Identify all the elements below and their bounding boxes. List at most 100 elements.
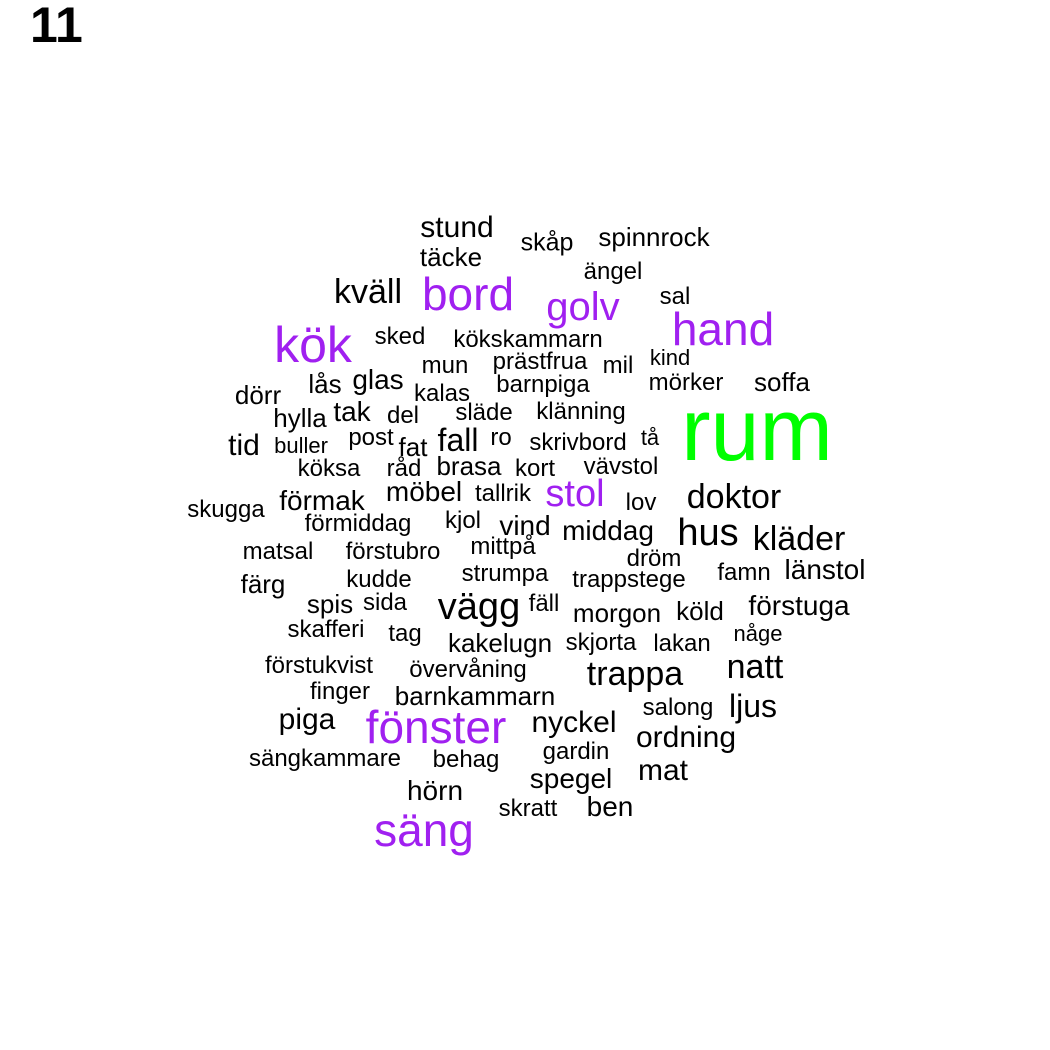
word-tak: tak bbox=[333, 396, 371, 427]
word-kokskammarn: kökskammarn bbox=[453, 326, 603, 353]
word-farg: färg bbox=[240, 569, 286, 599]
word-klanning: klänning bbox=[536, 398, 626, 425]
word-skrivbord: skrivbord bbox=[529, 429, 627, 456]
word-dorr: dörr bbox=[234, 380, 282, 410]
word-ordning: ordning bbox=[635, 721, 737, 754]
word-sal: sal bbox=[659, 283, 691, 310]
word-vagg: vägg bbox=[437, 586, 521, 628]
word-vind: vind bbox=[499, 510, 551, 541]
word-buller: buller bbox=[274, 433, 328, 458]
word-salong: salong bbox=[642, 694, 714, 721]
word-forstuga: förstuga bbox=[748, 590, 850, 621]
word-ta: tå bbox=[640, 425, 660, 450]
word-bord: bord bbox=[421, 268, 515, 320]
word-strumpa: strumpa bbox=[461, 560, 549, 587]
word-matsal: matsal bbox=[242, 538, 314, 565]
word-post: post bbox=[348, 424, 394, 451]
word-piga: piga bbox=[278, 703, 336, 736]
word-skjorta: skjorta bbox=[565, 629, 637, 656]
word-mat: mat bbox=[637, 754, 689, 787]
word-skugga: skugga bbox=[187, 496, 265, 523]
word-mil: mil bbox=[602, 352, 634, 379]
word-mobel: möbel bbox=[385, 476, 463, 507]
word-hus: hus bbox=[677, 512, 739, 554]
word-trappa: trappa bbox=[586, 655, 684, 693]
word-finger: finger bbox=[309, 678, 371, 705]
word-formiddag: förmiddag bbox=[304, 510, 412, 537]
word-stund: stund bbox=[420, 211, 494, 244]
word-prastfrua: prästfrua bbox=[492, 348, 588, 375]
word-lanstol: länstol bbox=[784, 554, 866, 585]
word-kok: kök bbox=[274, 317, 352, 373]
word-horn: hörn bbox=[406, 775, 464, 806]
word-del: del bbox=[386, 402, 420, 429]
word-forstubro: förstubro bbox=[345, 538, 441, 565]
word-hylla: hylla bbox=[273, 403, 327, 433]
word-stol: stol bbox=[545, 473, 605, 515]
word-angel: ängel bbox=[583, 258, 643, 285]
word-slade: släde bbox=[455, 399, 513, 426]
word-spinnrock: spinnrock bbox=[598, 222, 710, 252]
word-lakan: lakan bbox=[653, 630, 711, 657]
word-las: lås bbox=[308, 369, 342, 399]
word-kakelugn: kakelugn bbox=[447, 628, 553, 658]
word-ro: ro bbox=[490, 424, 512, 451]
word-fat: fat bbox=[398, 432, 428, 462]
word-doktor: doktor bbox=[686, 478, 782, 516]
word-soffa: soffa bbox=[754, 367, 810, 397]
word-spis: spis bbox=[306, 589, 354, 619]
word-behag: behag bbox=[432, 746, 500, 773]
word-sked: sked bbox=[374, 323, 426, 350]
word-koksa: köksa bbox=[297, 455, 361, 482]
word-middag: middag bbox=[562, 515, 654, 546]
word-vavstol: vävstol bbox=[583, 453, 659, 480]
word-drom: dröm bbox=[626, 545, 682, 572]
word-trappstege: trappstege bbox=[572, 566, 686, 593]
word-sida: sida bbox=[362, 589, 408, 616]
word-spegel: spegel bbox=[529, 763, 613, 794]
word-gardin: gardin bbox=[542, 738, 610, 765]
word-tacke: täcke bbox=[419, 242, 483, 272]
word-sang: säng bbox=[374, 804, 474, 856]
word-forstukvist: förstukvist bbox=[264, 652, 374, 679]
word-sangkammare: sängkammare bbox=[248, 745, 402, 772]
word-skafferi: skafferi bbox=[287, 616, 365, 643]
word-ben: ben bbox=[586, 791, 634, 822]
word-brasa: brasa bbox=[436, 451, 502, 481]
word-rad: råd bbox=[386, 455, 422, 482]
word-golv: golv bbox=[546, 285, 620, 329]
word-natt: natt bbox=[726, 648, 784, 686]
word-barnkammarn: barnkammarn bbox=[394, 681, 556, 711]
word-formak: förmak bbox=[279, 485, 365, 516]
word-kind: kind bbox=[649, 345, 691, 370]
word-barnpiga: barnpiga bbox=[496, 371, 590, 398]
word-famn: famn bbox=[717, 559, 771, 586]
word-tallrik: tallrik bbox=[474, 480, 532, 507]
word-tid: tid bbox=[228, 429, 260, 462]
word-kold: köld bbox=[676, 596, 724, 626]
word-lov: lov bbox=[625, 489, 657, 516]
word-kudde: kudde bbox=[346, 566, 412, 593]
word-kalas: kalas bbox=[413, 380, 471, 407]
word-skap: skåp bbox=[520, 228, 574, 257]
word-glas: glas bbox=[352, 364, 404, 395]
word-klader: kläder bbox=[752, 520, 846, 558]
word-nage: någe bbox=[733, 621, 783, 646]
word-mun: mun bbox=[421, 352, 469, 379]
word-mittpa: mittpå bbox=[470, 533, 536, 560]
panel-label: 11 bbox=[30, 0, 83, 53]
word-overvaning: övervåning bbox=[409, 656, 527, 683]
word-rum: rum bbox=[681, 380, 833, 479]
word-kvall: kväll bbox=[333, 273, 403, 311]
word-nyckel: nyckel bbox=[531, 706, 617, 739]
word-hand: hand bbox=[671, 303, 775, 355]
word-morker: mörker bbox=[648, 369, 724, 396]
word-skratt: skratt bbox=[498, 795, 558, 822]
word-ljus: ljus bbox=[728, 688, 778, 724]
word-kort: kort bbox=[514, 455, 556, 482]
word-kjol: kjol bbox=[444, 507, 482, 534]
word-fonster: fönster bbox=[365, 701, 507, 753]
word-fall: fäll bbox=[528, 590, 560, 617]
word-fall: fall bbox=[437, 422, 479, 458]
